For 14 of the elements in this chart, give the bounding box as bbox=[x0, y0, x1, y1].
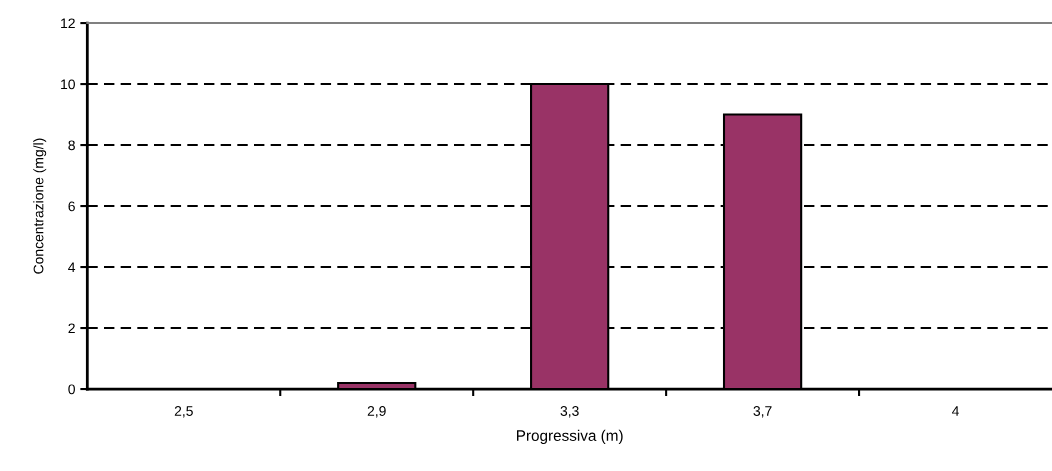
y-tick-label: 10 bbox=[61, 79, 75, 90]
x-tick-label: 3,7 bbox=[753, 406, 772, 418]
x-tick-label: 3,3 bbox=[560, 406, 579, 418]
y-tick-label: 4 bbox=[68, 262, 76, 273]
y-tick-label: 12 bbox=[61, 18, 75, 29]
y-tick-label: 8 bbox=[68, 140, 75, 151]
x-tick-label: 2,9 bbox=[367, 406, 386, 418]
x-tick-label: 2,5 bbox=[174, 406, 193, 418]
x-tick-label: 4 bbox=[951, 406, 959, 416]
y-tick-label: 0 bbox=[68, 384, 75, 395]
y-axis-title: Concentrazione (mg/l) bbox=[33, 138, 47, 274]
y-tick-label: 2 bbox=[68, 323, 75, 334]
x-axis-title: Progressiva (m) bbox=[517, 429, 623, 445]
y-tick-label: 6 bbox=[68, 201, 75, 212]
